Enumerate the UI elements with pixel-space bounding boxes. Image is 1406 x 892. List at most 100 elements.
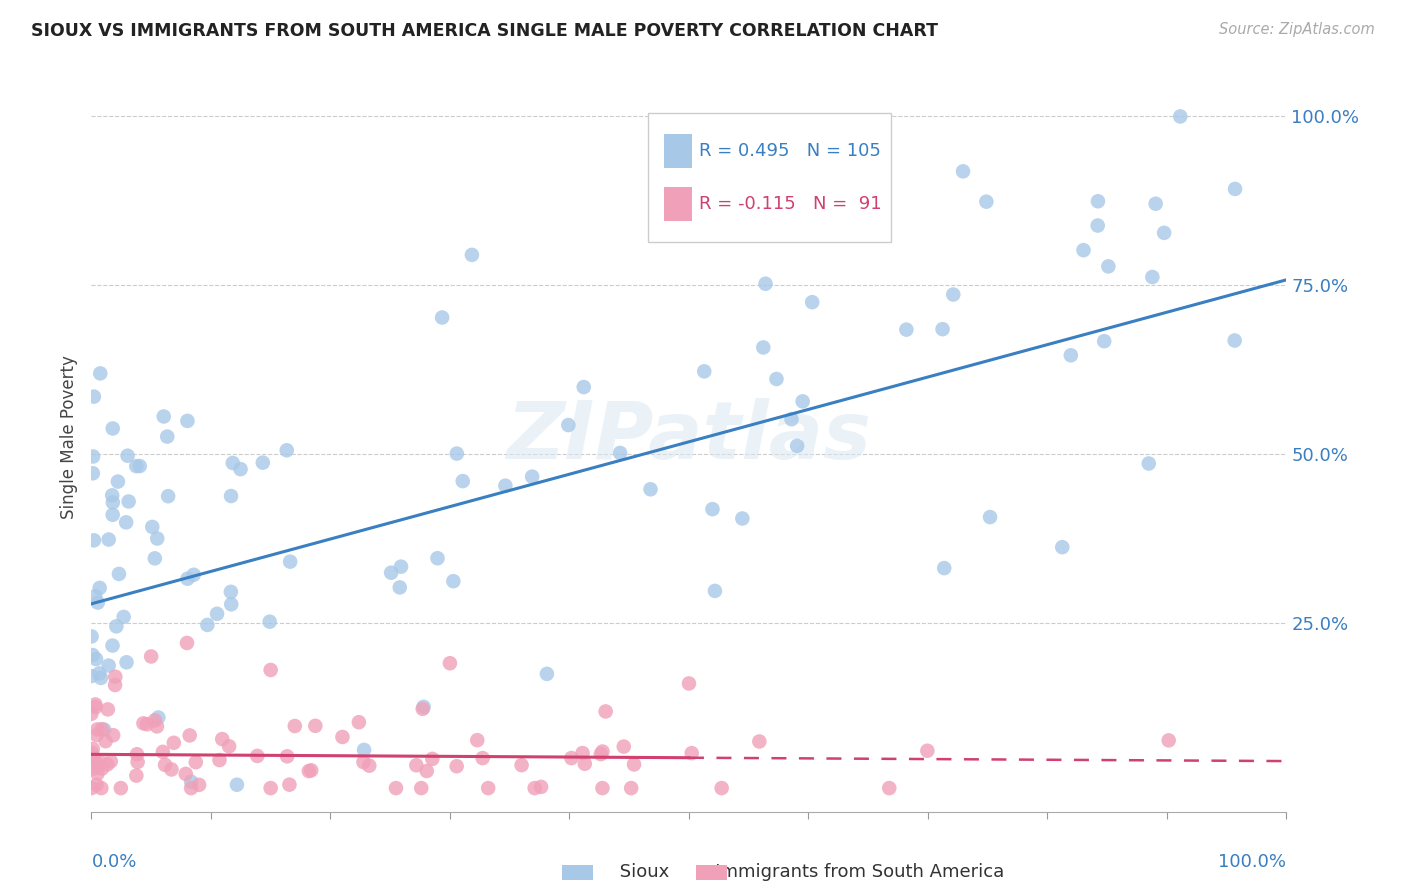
Point — [110, 781, 132, 796]
Point — [86, 728, 108, 742]
Point — [405, 758, 427, 772]
Point — [91, 762, 114, 776]
Point — [259, 663, 281, 677]
Point — [1153, 226, 1175, 240]
Point — [89, 666, 111, 681]
Point — [703, 583, 725, 598]
Point — [1087, 194, 1109, 209]
Point — [143, 714, 166, 728]
Point — [536, 666, 558, 681]
Point — [411, 781, 433, 796]
Point — [877, 781, 900, 796]
Point — [1073, 243, 1095, 257]
Point — [276, 443, 298, 458]
Point — [571, 746, 593, 760]
Point — [523, 781, 546, 796]
Point — [93, 723, 115, 737]
Point — [389, 559, 412, 574]
Point — [420, 752, 443, 766]
Point — [146, 532, 169, 546]
Point — [97, 658, 120, 673]
Point — [1060, 348, 1083, 362]
Point — [160, 763, 183, 777]
Point — [90, 671, 112, 685]
Text: 0.0%: 0.0% — [91, 853, 136, 871]
Point — [183, 567, 205, 582]
Point — [952, 164, 974, 178]
Point — [87, 754, 110, 768]
Point — [520, 469, 543, 483]
Point — [359, 758, 381, 772]
Point — [896, 323, 918, 337]
Point — [623, 757, 645, 772]
Point — [748, 734, 770, 748]
Point — [97, 533, 120, 547]
Point — [917, 744, 939, 758]
Point — [252, 456, 274, 470]
Point — [347, 715, 370, 730]
Point — [141, 649, 162, 664]
Point — [693, 364, 716, 378]
Point — [477, 781, 499, 796]
Point — [208, 753, 231, 767]
Point — [176, 636, 198, 650]
Point — [278, 778, 301, 792]
Point — [284, 719, 307, 733]
Point — [80, 746, 103, 760]
Point — [89, 581, 111, 595]
Point — [591, 781, 613, 796]
Point — [174, 767, 197, 781]
Point — [278, 555, 301, 569]
Point — [353, 743, 375, 757]
Point — [801, 295, 824, 310]
Point — [276, 749, 298, 764]
Point — [380, 566, 402, 580]
Point — [412, 699, 434, 714]
Point — [100, 755, 122, 769]
Point — [83, 390, 105, 404]
Point — [82, 467, 104, 481]
Point — [105, 619, 128, 633]
Point — [108, 566, 131, 581]
Point — [104, 678, 127, 692]
Point — [752, 341, 775, 355]
Point — [754, 277, 776, 291]
Point — [83, 751, 105, 765]
Point — [1087, 219, 1109, 233]
Point — [1052, 540, 1074, 554]
Point — [976, 194, 998, 209]
Point — [80, 629, 103, 643]
Point — [780, 412, 803, 426]
Point — [128, 458, 150, 473]
Point — [446, 759, 468, 773]
Point — [101, 488, 124, 502]
Point — [219, 584, 242, 599]
Point — [259, 781, 281, 796]
Point — [87, 596, 110, 610]
Point — [101, 421, 124, 435]
Point — [385, 781, 408, 796]
Point — [80, 706, 103, 721]
Point — [80, 781, 103, 796]
Point — [83, 533, 105, 548]
Point — [388, 581, 411, 595]
Point — [101, 728, 124, 742]
Point — [153, 757, 176, 772]
Point — [163, 736, 186, 750]
Text: SIOUX VS IMMIGRANTS FROM SOUTH AMERICA SINGLE MALE POVERTY CORRELATION CHART: SIOUX VS IMMIGRANTS FROM SOUTH AMERICA S… — [31, 22, 938, 40]
Point — [299, 764, 322, 778]
Point — [146, 719, 169, 733]
Point — [101, 639, 124, 653]
Point — [86, 723, 108, 737]
Point — [298, 764, 321, 778]
Point — [82, 648, 104, 662]
Y-axis label: Single Male Poverty: Single Male Poverty — [60, 355, 79, 519]
Point — [101, 495, 124, 509]
Point — [115, 655, 138, 669]
Point — [211, 732, 233, 747]
Point — [125, 769, 148, 783]
Point — [1223, 182, 1246, 196]
Point — [84, 700, 107, 714]
Point — [678, 676, 700, 690]
Point — [152, 409, 174, 424]
